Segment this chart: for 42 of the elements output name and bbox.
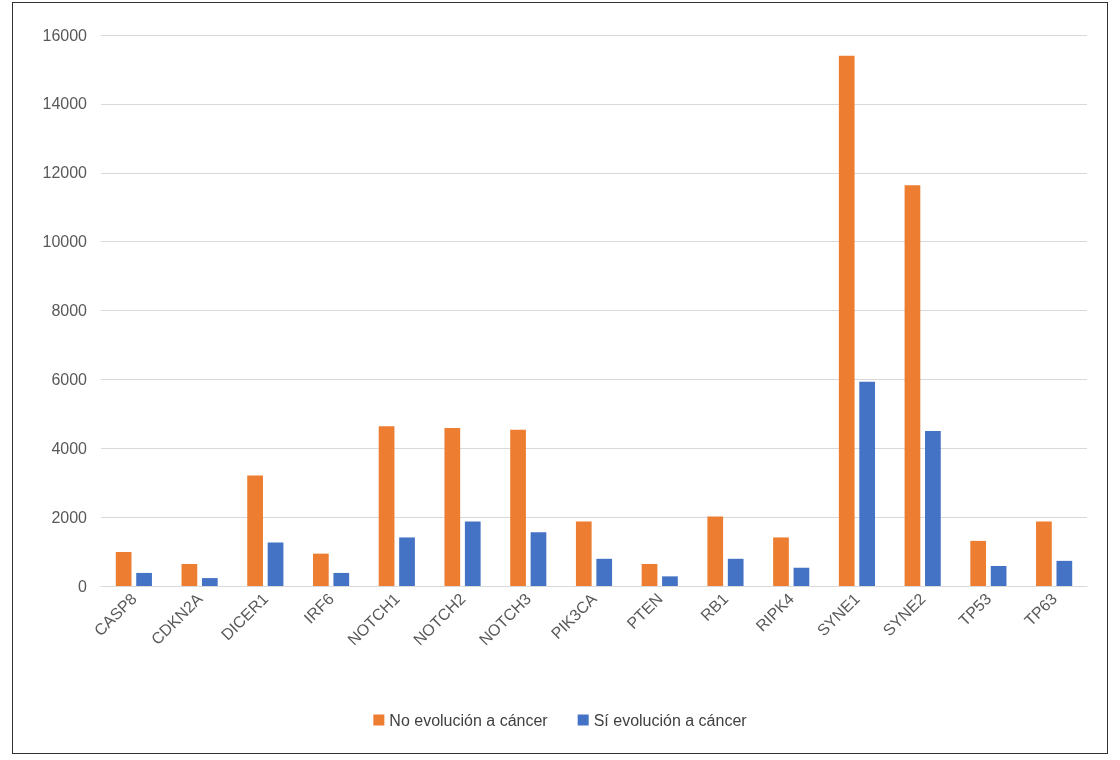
bar — [904, 185, 921, 586]
x-tick-label: RB1 — [697, 589, 732, 625]
bar — [596, 558, 613, 586]
bar — [990, 566, 1007, 586]
y-tick-label: 14000 — [42, 95, 88, 113]
y-tick-label: 12000 — [42, 164, 88, 182]
bar — [575, 521, 592, 586]
bar — [247, 475, 263, 586]
bar — [464, 521, 481, 586]
bar — [201, 578, 218, 586]
bar — [859, 381, 876, 586]
y-tick-label: 6000 — [51, 370, 88, 388]
bar — [707, 516, 724, 586]
bar — [838, 55, 855, 586]
y-tick-label: 16000 — [42, 26, 88, 44]
bar — [1056, 560, 1073, 586]
y-tick-label: 4000 — [51, 439, 88, 457]
legend-label: Sí evolución a cáncer — [593, 711, 748, 729]
y-tick-label: 10000 — [42, 233, 88, 251]
bar — [662, 576, 678, 586]
bar — [312, 553, 329, 586]
bar — [970, 540, 987, 586]
bar — [530, 532, 547, 586]
bar — [399, 537, 415, 586]
legend-label: No evolución a cáncer — [389, 711, 549, 729]
y-tick-label: 8000 — [51, 302, 88, 319]
y-tick-label: 0 — [78, 577, 88, 595]
bar — [1036, 521, 1052, 586]
bar — [444, 427, 461, 586]
bar — [773, 537, 789, 586]
bar — [793, 567, 810, 586]
bar — [333, 572, 350, 586]
bar — [378, 426, 395, 586]
bar — [641, 563, 658, 586]
bar — [267, 542, 284, 586]
bar — [136, 572, 152, 586]
bar — [925, 431, 941, 586]
bar — [727, 558, 744, 586]
bar — [510, 429, 526, 586]
bar — [115, 551, 132, 586]
y-tick-label: 2000 — [51, 508, 88, 526]
bar — [181, 563, 198, 586]
